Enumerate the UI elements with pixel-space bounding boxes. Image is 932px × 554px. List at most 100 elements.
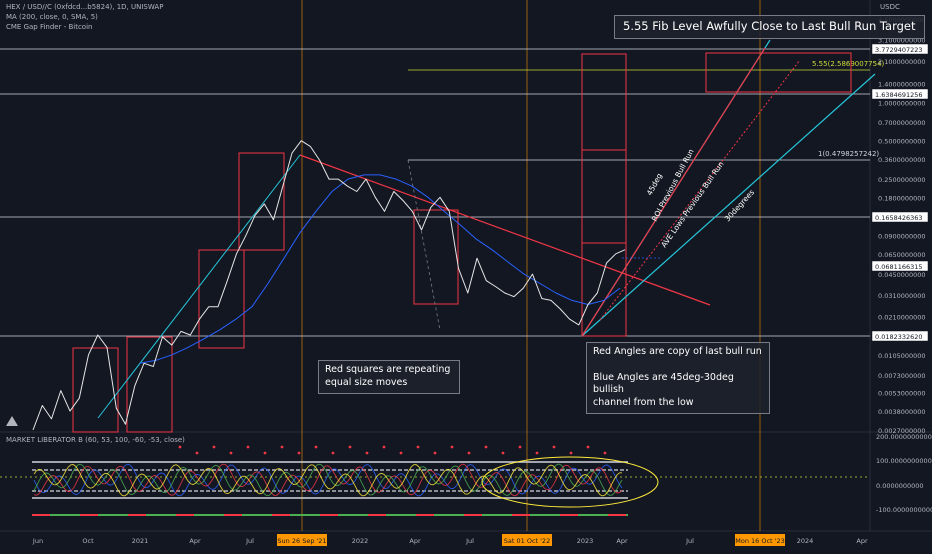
level-badge-0: 3.7729407223: [875, 46, 923, 54]
price-tick-8: 0.2500000000: [878, 176, 926, 184]
gap-finder-legend[interactable]: CME Gap Finder - Bitcoin: [6, 23, 93, 31]
osc-red-dot-24: [586, 445, 590, 449]
time-tick-8: 2023: [577, 537, 594, 545]
ave-lows-line: [599, 59, 801, 321]
level-badge-bg-4: [871, 330, 929, 342]
time-badge-0: Sun 26 Sep '21: [277, 537, 326, 545]
time-tick-4: Jul: [245, 537, 254, 545]
price-tick-14: 0.0310000000: [878, 292, 926, 300]
price-tick-7: 0.3600000000: [878, 156, 926, 164]
prior-bull-channel-line: [97, 154, 301, 419]
time-tick-9: Apr: [616, 537, 628, 545]
osc-red-dot-6: [280, 445, 284, 449]
price-tick-4: 1.0000000000: [878, 99, 926, 107]
oscillator-legend[interactable]: MARKET LIBERATOR B (60, 53, 100, -60, -5…: [6, 436, 185, 444]
time-tick-5: 2022: [352, 537, 369, 545]
time-badge-bg-1: [502, 534, 552, 546]
fib-1-label: 1(0.4798257242): [818, 150, 879, 158]
osc-red-dot-4: [246, 445, 250, 449]
angles-note[interactable]: Red Angles are copy of last bull run Blu…: [586, 342, 770, 415]
osc-red-dot-18: [484, 445, 488, 449]
symbol-legend[interactable]: HEX / USD//C (0xfdcd...b5824), 1D, UNISW…: [6, 3, 164, 11]
osc-tick-3: -100.0000000000: [876, 506, 932, 514]
level-badge-2: 0.1658426363: [875, 214, 923, 222]
osc-red-dot-23: [569, 451, 573, 455]
time-tick-6: Apr: [409, 537, 421, 545]
price-tick-18: 0.0073000000: [878, 372, 926, 380]
osc-red-dot-8: [314, 445, 318, 449]
osc-red-dot-21: [535, 451, 539, 455]
tradingview-logo: [6, 416, 18, 426]
time-tick-7: Jul: [465, 537, 474, 545]
osc-tick-1: 100.0000000000: [876, 457, 932, 465]
price-tick-12: 0.0650000000: [878, 251, 926, 259]
time-tick-10: Jul: [685, 537, 694, 545]
price-tick-6: 0.5000000000: [878, 138, 926, 146]
time-badge-bg-0: [277, 534, 327, 546]
osc-red-dot-25: [603, 451, 607, 455]
currency-label: USDC: [880, 3, 900, 11]
red-square-4: [413, 209, 459, 305]
time-badge-2: Mon 16 Oct '23: [735, 537, 784, 545]
osc-wave-3: [33, 464, 622, 497]
price-tick-19: 0.0053000000: [878, 390, 926, 398]
red-square-6: [705, 52, 852, 93]
osc-red-dot-12: [382, 445, 386, 449]
time-tick-3: Apr: [189, 537, 201, 545]
price-tick-11: 0.0900000000: [878, 233, 926, 241]
osc-red-dot-19: [501, 451, 505, 455]
level-badge-bg-3: [871, 260, 929, 272]
osc-red-dot-11: [365, 451, 369, 455]
osc-wave-1: [33, 463, 623, 497]
price-tick-21: 0.0027000000: [878, 427, 926, 435]
price-tick-3: 1.4000000000: [878, 81, 926, 89]
time-badge-bg-2: [735, 534, 785, 546]
level-badge-3: 0.0681166315: [875, 263, 923, 271]
red-square-1: [126, 336, 173, 433]
time-tick-12: Apr: [856, 537, 868, 545]
fib-target-note[interactable]: 5.55 Fib Level Awfully Close to Last Bul…: [614, 15, 925, 39]
ma-legend[interactable]: MA (200, close, 0, SMA, 5): [6, 13, 98, 21]
level-badge-bg-1: [871, 88, 929, 100]
osc-red-dot-10: [348, 445, 352, 449]
ma-200-line: [139, 174, 621, 364]
osc-highlight-ellipse: [481, 456, 659, 508]
price-tick-2: 2.1000000000: [878, 58, 926, 66]
osc-tick-0: 200.0000000000: [876, 433, 932, 441]
price-tick-1: 3.1000000000: [878, 37, 926, 45]
red-square-0: [72, 347, 119, 433]
osc-red-dot-17: [467, 451, 471, 455]
price-tick-13: 0.0450000000: [878, 271, 926, 279]
red-squares-note[interactable]: Red squares are repeating equal size mov…: [318, 360, 460, 394]
level-badge-4: 0.0182332620: [875, 333, 923, 341]
time-tick-1: Oct: [82, 537, 94, 545]
roi-bull-run-line: [581, 47, 766, 337]
time-tick-2: 2021: [132, 537, 149, 545]
osc-red-dot-13: [399, 451, 403, 455]
osc-red-dot-20: [518, 445, 522, 449]
time-tick-0: Jun: [32, 537, 43, 545]
osc-red-dot-5: [263, 451, 267, 455]
osc-red-dot-0: [178, 445, 182, 449]
red-square-2: [198, 249, 245, 349]
osc-red-dot-16: [450, 445, 454, 449]
price-tick-17: 0.0105000000: [878, 352, 926, 360]
osc-red-dot-1: [195, 451, 199, 455]
red-square-5: [581, 53, 627, 337]
osc-red-dot-9: [331, 451, 335, 455]
price-tick-9: 0.1800000000: [878, 194, 926, 202]
level-badge-bg-2: [871, 211, 929, 223]
osc-red-dot-7: [297, 451, 301, 455]
level-badge-bg-0: [871, 43, 929, 55]
price-tick-15: 0.0210000000: [878, 313, 926, 321]
osc-red-dot-14: [416, 445, 420, 449]
red-square-3: [238, 152, 285, 251]
fib-555-label: 5.55(2.5869007754): [812, 60, 885, 68]
osc-red-dot-15: [433, 451, 437, 455]
time-badge-1: Sat 01 Oct '22: [504, 537, 550, 545]
osc-wave-2: [33, 463, 623, 497]
osc-red-dot-22: [552, 445, 556, 449]
osc-red-dot-3: [229, 451, 233, 455]
downtrend-line: [299, 154, 711, 306]
